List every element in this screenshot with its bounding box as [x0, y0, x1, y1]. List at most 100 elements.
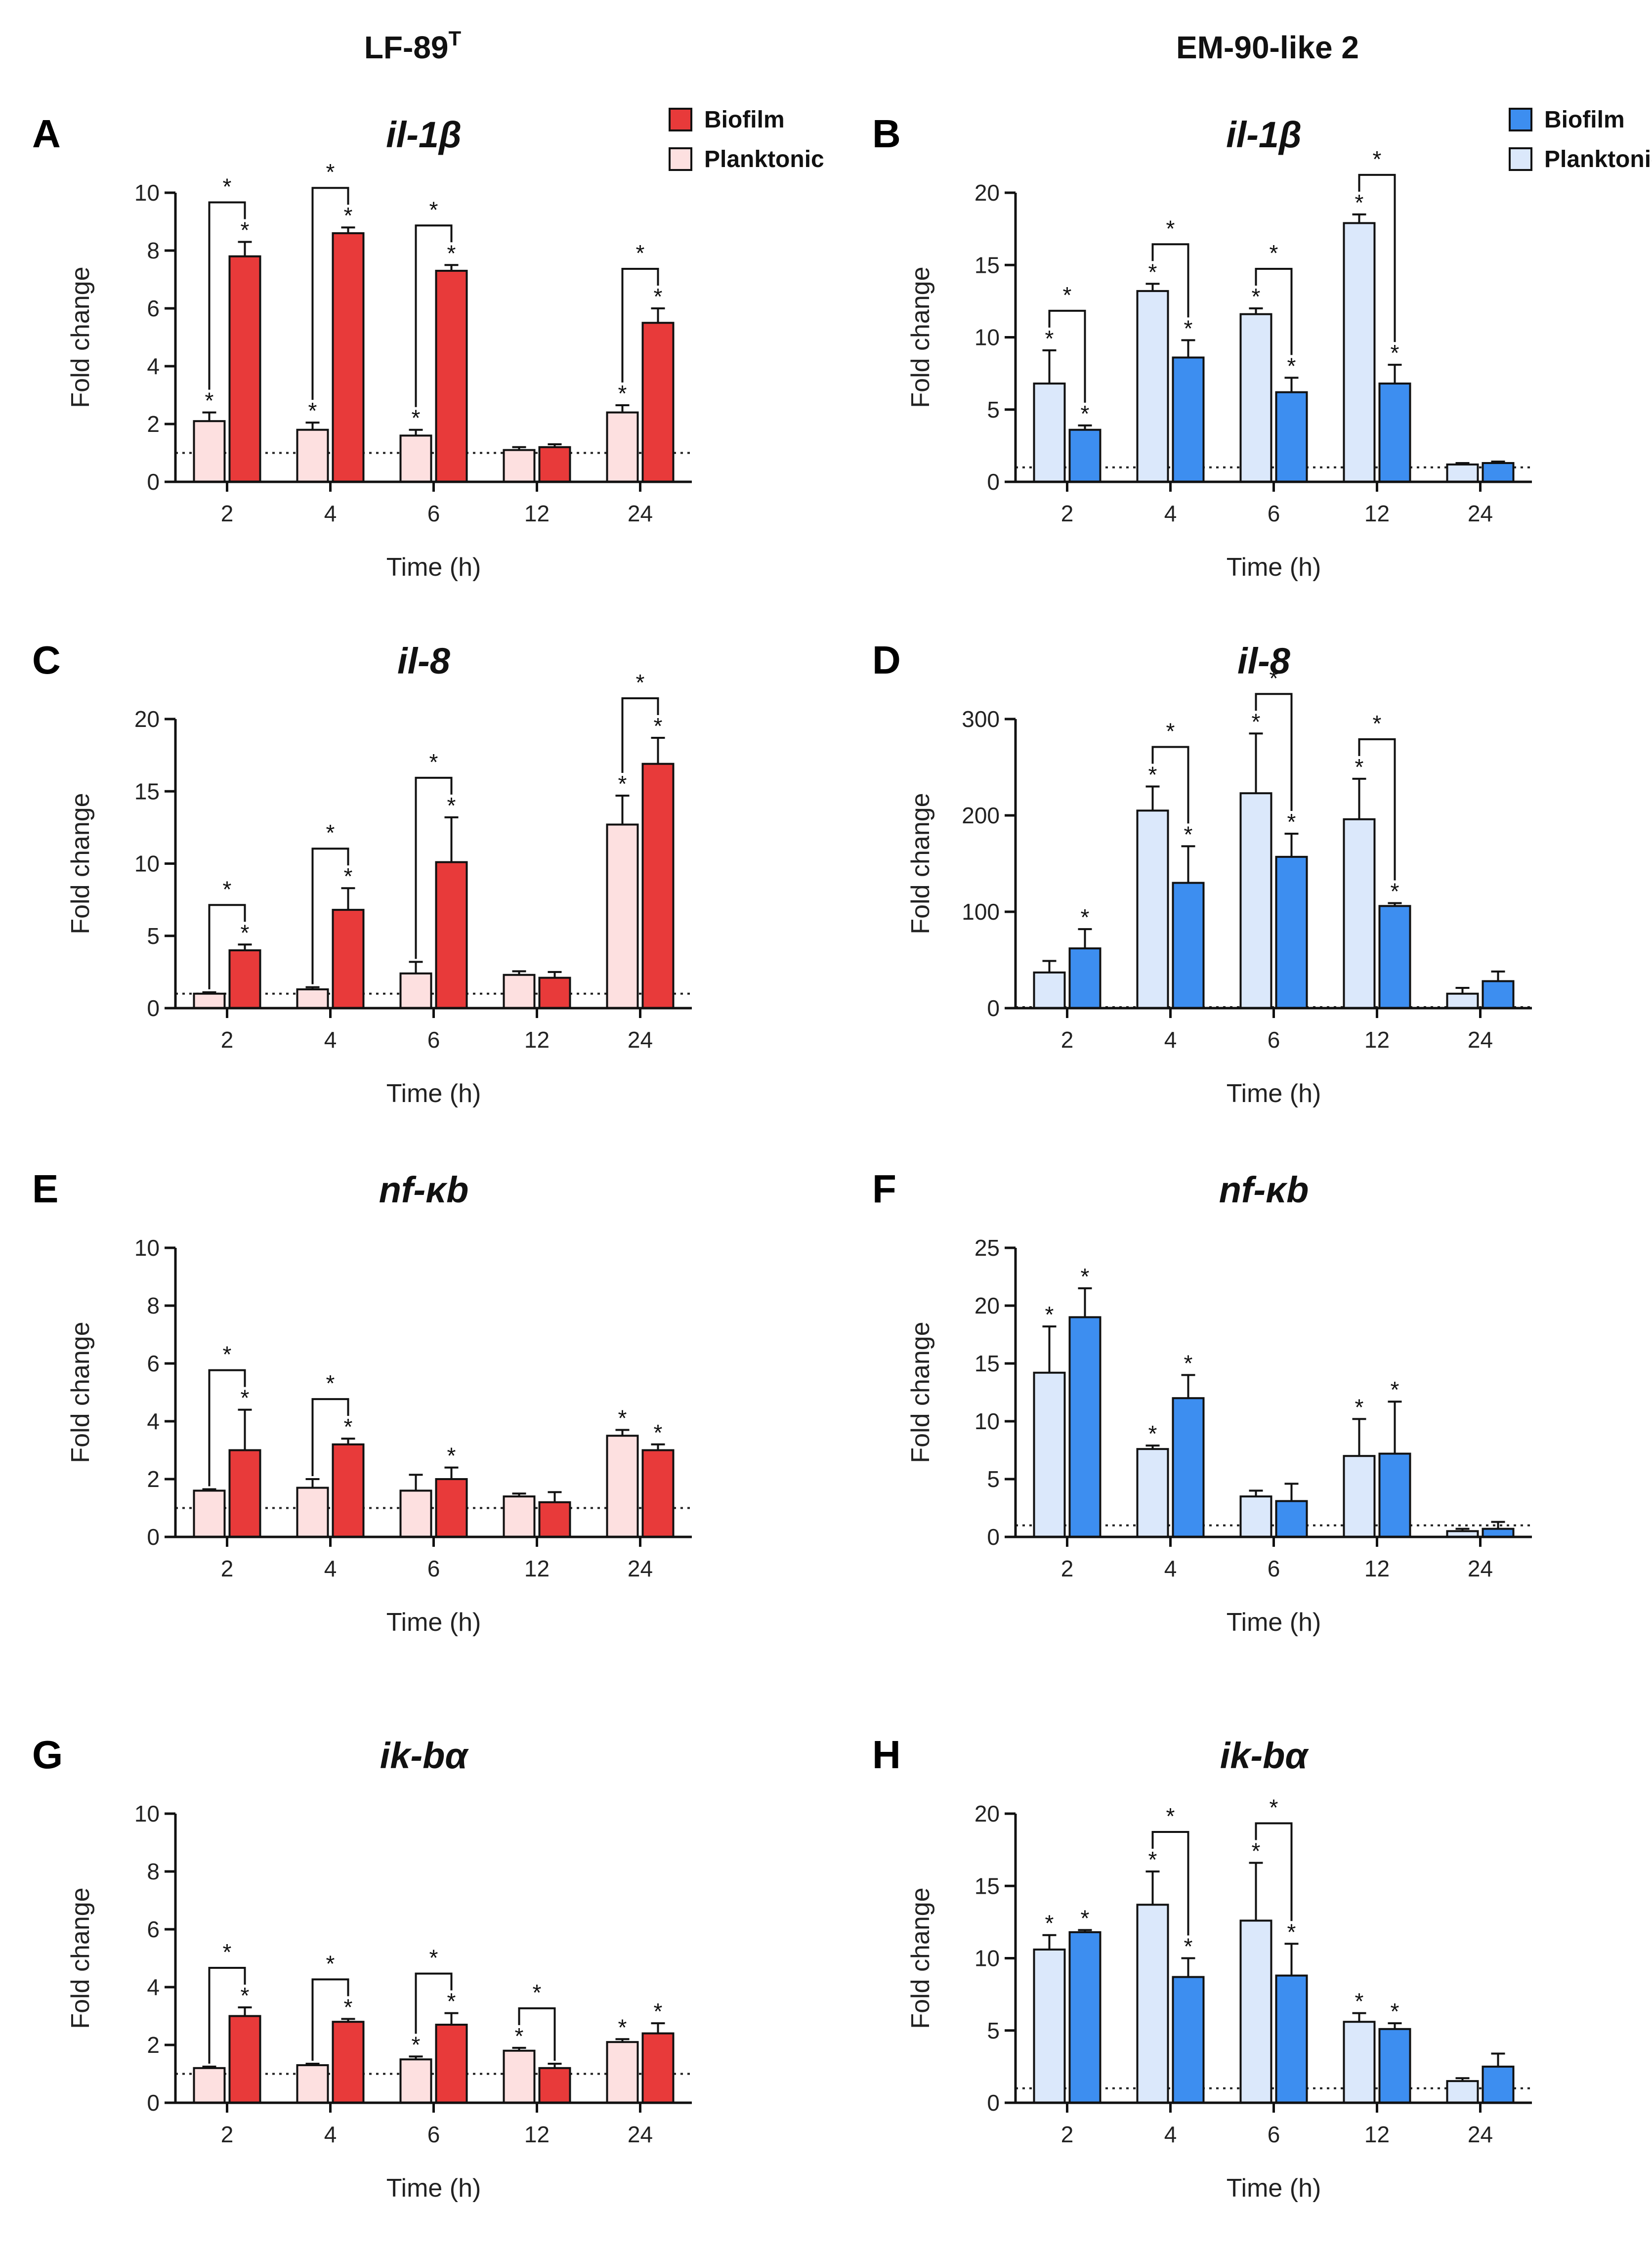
x-tick-label: 12	[1364, 1027, 1390, 1053]
bracket-star: *	[223, 1342, 232, 1367]
y-axis-label: Fold change	[906, 1887, 935, 2029]
bracket-star: *	[326, 1370, 335, 1396]
x-tick-label: 2	[221, 501, 234, 526]
bracket-star: *	[1373, 146, 1382, 172]
x-tick-label: 4	[1164, 1027, 1177, 1053]
bar-biofilm-12h	[538, 1501, 571, 1538]
x-tick-label: 12	[524, 2122, 550, 2147]
bar-planktonic-6h	[1239, 1919, 1272, 2104]
bar-biofilm-2h	[228, 2015, 261, 2104]
y-tick-label: 8	[147, 1859, 160, 1884]
significance-star: *	[618, 771, 627, 797]
x-tick-label: 6	[1268, 1556, 1280, 1581]
gene-title: il-1β	[1226, 114, 1302, 155]
bar-biofilm-4h	[1172, 1397, 1205, 1538]
significance-star: *	[241, 1983, 250, 2008]
x-tick-label: 24	[1468, 1556, 1493, 1581]
significance-star: *	[1355, 1989, 1364, 2014]
bar-planktonic-24h	[606, 1435, 639, 1538]
x-tick-label: 4	[324, 2122, 337, 2147]
bar-planktonic-2h	[1033, 1948, 1066, 2104]
bar-biofilm-2h	[228, 949, 261, 1009]
significance-bracket	[518, 2007, 556, 2061]
significance-star: *	[241, 217, 250, 243]
bracket-star: *	[1373, 711, 1382, 736]
significance-star: *	[1287, 809, 1296, 835]
bracket-star: *	[533, 1980, 542, 2005]
bar-biofilm-6h	[435, 861, 468, 1009]
y-tick-label: 0	[147, 995, 160, 1021]
bar-biofilm-2h	[1068, 1316, 1101, 1538]
y-tick-label: 4	[147, 1974, 160, 2000]
significance-star: *	[205, 388, 214, 414]
y-tick-label: 15	[134, 778, 160, 804]
bar-planktonic-12h	[503, 449, 536, 483]
y-tick-label: 10	[134, 1801, 160, 1827]
y-tick-label: 8	[147, 238, 160, 263]
x-tick-label: 24	[628, 1027, 653, 1053]
significance-star: *	[344, 1414, 353, 1440]
bar-planktonic-24h	[1446, 992, 1479, 1009]
significance-bracket	[1048, 309, 1086, 403]
bracket-star: *	[636, 670, 645, 695]
bar-biofilm-2h	[1068, 947, 1101, 1009]
significance-star: *	[1045, 1911, 1054, 1936]
bar-planktonic-12h	[1343, 2021, 1376, 2104]
y-tick-label: 15	[974, 1351, 1000, 1376]
bar-biofilm-12h	[538, 2067, 571, 2104]
x-tick-label: 2	[221, 1556, 234, 1581]
significance-star: *	[618, 2014, 627, 2040]
bar-planktonic-4h	[296, 2064, 329, 2104]
bar-planktonic-6h	[1239, 1495, 1272, 1538]
x-axis-label: Time (h)	[1227, 1079, 1321, 1108]
bar-biofilm-24h	[1482, 462, 1515, 483]
gene-title: il-8	[397, 640, 451, 681]
significance-bracket	[1255, 1822, 1293, 1921]
bar-biofilm-4h	[332, 232, 365, 483]
x-tick-label: 24	[628, 501, 653, 526]
significance-bracket	[1151, 1831, 1189, 1936]
bracket-star: *	[1270, 1794, 1278, 1820]
significance-star: *	[1391, 878, 1399, 904]
panel-letter: H	[872, 1733, 901, 1777]
significance-bracket	[415, 224, 453, 407]
significance-star: *	[654, 284, 663, 309]
y-tick-label: 0	[987, 2090, 1000, 2116]
column-title-right: EM-90-like 2	[1176, 30, 1359, 65]
y-tick-label: 0	[147, 1524, 160, 1550]
y-tick-label: 2	[147, 2032, 160, 2058]
y-tick-label: 25	[974, 1235, 1000, 1261]
gene-title: ik-bα	[380, 1735, 469, 1776]
bracket-star: *	[636, 240, 645, 266]
significance-bracket	[1255, 268, 1293, 355]
significance-bracket	[415, 1972, 453, 2034]
bar-planktonic-4h	[296, 1487, 329, 1538]
bar-planktonic-2h	[193, 420, 226, 483]
bracket-star: *	[326, 820, 335, 846]
y-tick-label: 6	[147, 1916, 160, 1942]
y-tick-label: 200	[962, 803, 1000, 828]
significance-star: *	[1184, 1350, 1193, 1376]
bar-planktonic-2h	[193, 992, 226, 1009]
legend-label-biofilm: Biofilm	[1544, 107, 1625, 133]
bar-biofilm-6h	[1275, 855, 1308, 1009]
significance-star: *	[1252, 284, 1261, 309]
significance-star: *	[447, 240, 456, 266]
y-tick-label: 100	[962, 899, 1000, 925]
bar-biofilm-12h	[1378, 382, 1411, 483]
x-tick-label: 2	[1061, 2122, 1074, 2147]
panel-letter: E	[32, 1167, 58, 1211]
legend-swatch-biofilm	[669, 108, 692, 131]
bar-biofilm-4h	[332, 909, 365, 1009]
significance-star: *	[447, 793, 456, 818]
bar-biofilm-12h	[1378, 2028, 1411, 2104]
x-axis-label: Time (h)	[386, 2174, 481, 2203]
x-tick-label: 2	[221, 2122, 234, 2147]
bar-biofilm-4h	[1172, 356, 1205, 483]
bar-planktonic-6h	[399, 434, 432, 483]
bracket-star: *	[1166, 215, 1175, 241]
bar-planktonic-2h	[1033, 382, 1066, 483]
